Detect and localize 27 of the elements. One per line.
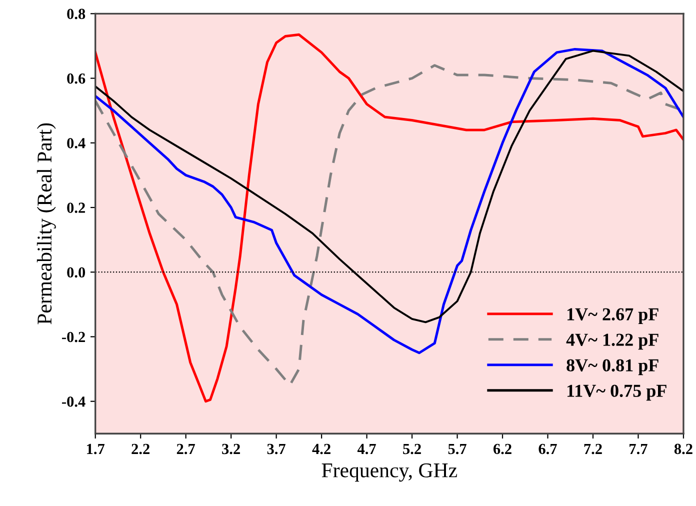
y-tick-label: 0.0 [67,267,86,278]
x-tick-label: 5.2 [403,444,421,454]
y-tick-label: 0.8 [67,8,86,20]
x-tick-label: 4.2 [312,444,330,454]
x-tick-label: 6.7 [538,444,557,454]
x-tick-label: 7.2 [584,444,602,454]
x-tick-label: 6.2 [493,444,512,454]
y-tick-label: 0.2 [67,202,85,214]
x-tick-label: 4.7 [357,444,376,454]
x-tick-label: 3.2 [222,444,240,454]
y-tick-label: -0.2 [62,332,85,342]
y-tick-label: -0.4 [62,396,86,407]
y-tick-label: 0.4 [67,138,86,148]
legend-label: 4V~ 1.22 pF [566,334,658,350]
y-axis-title: Permeability (Real Part) [36,123,56,324]
legend-label: 1V~ 2.67 pF [567,308,658,324]
x-tick-label: 8.2 [674,444,692,454]
legend-label: 8V~ 0.81 pF [566,359,658,376]
x-tick-label: 7.7 [630,444,648,454]
x-axis-title: Frequency, GHz [322,463,457,482]
x-tick-label: 2.7 [176,444,196,454]
y-tick-label: 0.6 [67,73,86,84]
x-tick-label: 3.7 [267,444,286,454]
x-tick-label: 5.7 [448,444,466,454]
x-tick-label: 2.2 [132,444,150,454]
legend-label: 11V~ 0.75 pF [567,384,666,401]
x-tick-label: 1.7 [87,444,105,454]
